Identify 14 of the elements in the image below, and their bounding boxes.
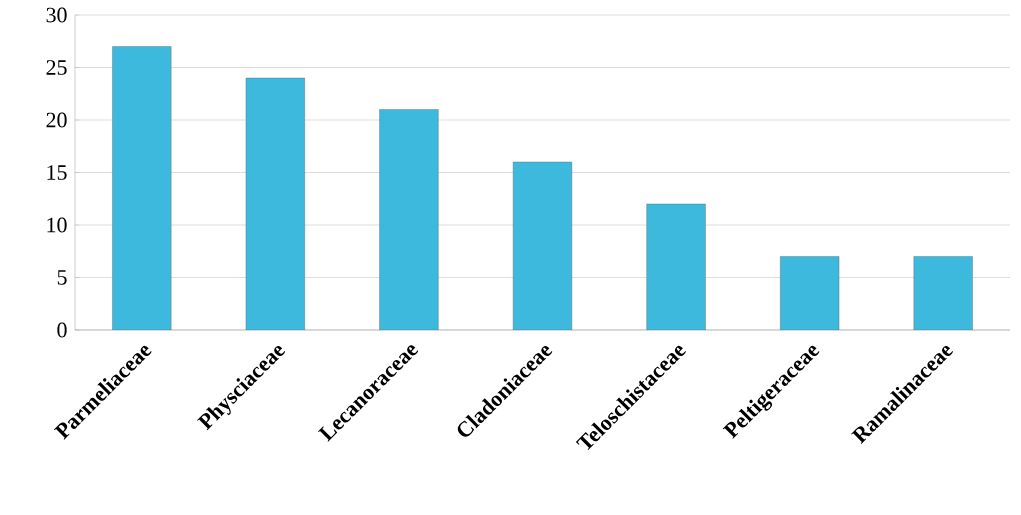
- y-tick-label: 10: [47, 217, 67, 233]
- y-tick-label: 20: [46, 112, 67, 128]
- bar: [112, 46, 172, 330]
- y-tick-label: 5: [57, 270, 67, 285]
- y-tick-label: 30: [46, 7, 67, 23]
- bar: [646, 203, 706, 330]
- bar: [245, 77, 305, 330]
- y-tick-label: 0: [57, 322, 67, 338]
- bar: [379, 109, 439, 330]
- bar: [780, 256, 840, 330]
- bar: [512, 161, 573, 330]
- y-tick-label: 15: [47, 165, 67, 180]
- bar: [913, 256, 973, 330]
- y-tick-label: 25: [46, 60, 67, 75]
